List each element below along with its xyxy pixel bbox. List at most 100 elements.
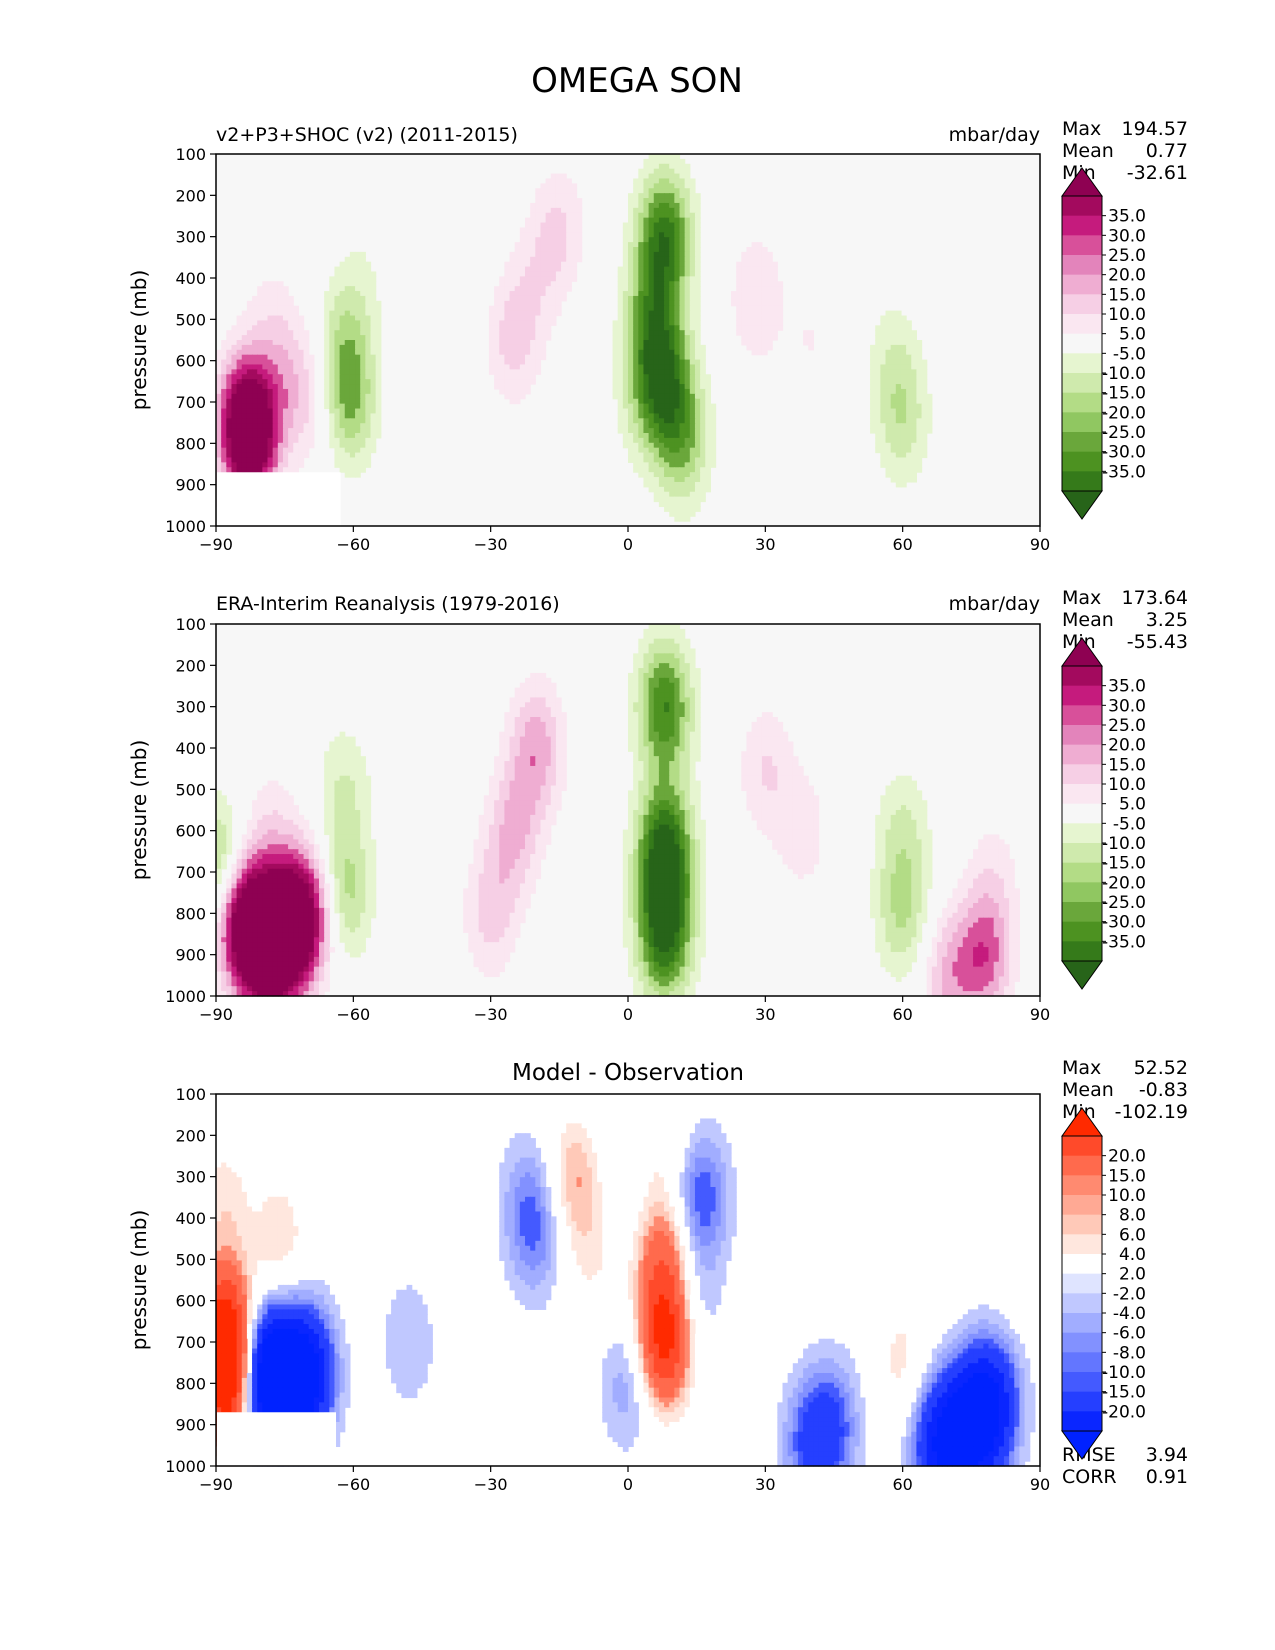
field-cell: [277, 403, 284, 410]
field-cell: [669, 222, 675, 229]
field-cell: [282, 354, 289, 361]
field-cell: [349, 384, 356, 390]
field-cell: [499, 349, 505, 356]
field-cell: [926, 398, 933, 405]
field-cell: [648, 707, 655, 713]
field-cell: [906, 452, 912, 459]
field-cell: [648, 276, 655, 282]
field-cell: [689, 398, 696, 405]
field-cell: [566, 256, 572, 263]
field-cell: [550, 780, 557, 787]
field-cell: [664, 305, 670, 312]
plot-area: −90 −60 −30 0 30 60 90100200300400500600700800…: [127, 145, 1050, 554]
field-cell: [252, 423, 258, 429]
field-cell: [746, 775, 753, 782]
field-cell: [643, 736, 650, 743]
field-cell: [643, 183, 650, 189]
field-cell: [710, 447, 717, 454]
field-cell: [550, 320, 557, 326]
field-cell: [545, 212, 552, 219]
field-cell: [669, 291, 675, 297]
field-cell: [679, 320, 686, 326]
field-cell: [916, 340, 923, 346]
field-cell: [499, 295, 505, 302]
field-cell: [700, 491, 706, 498]
field-cell: [756, 819, 763, 826]
field-cell: [664, 697, 670, 703]
field-cell: [638, 712, 645, 718]
field-cell: [550, 697, 557, 703]
field-cell: [684, 295, 691, 302]
field-cell: [617, 271, 624, 277]
field-cell: [895, 374, 902, 380]
field-cell: [638, 805, 645, 811]
field-cell: [550, 785, 557, 792]
field-cell: [658, 785, 665, 792]
field-cell: [674, 291, 681, 297]
field-cell: [509, 785, 516, 792]
field-cell: [679, 163, 686, 170]
field-cell: [674, 697, 681, 703]
field-cell: [900, 442, 907, 449]
field-cell: [349, 814, 356, 821]
field-cell: [684, 291, 691, 297]
field-cell: [241, 403, 248, 410]
field-cell: [329, 741, 336, 747]
field-cell: [550, 212, 557, 219]
field-cell: [689, 413, 696, 419]
field-cell: [267, 369, 274, 375]
field-cell: [267, 790, 274, 796]
field-cell: [226, 433, 233, 439]
field-cell: [514, 291, 521, 297]
field-cell: [550, 217, 557, 224]
field-cell: [571, 202, 578, 209]
field-cell: [355, 780, 361, 787]
colorbar-swatch: [1062, 471, 1102, 492]
y-tick-label: 700: [175, 393, 206, 412]
field-cell: [272, 295, 279, 302]
field-cell: [308, 829, 315, 836]
field-cell: [669, 741, 675, 747]
field-cell: [643, 795, 650, 801]
field-cell: [525, 751, 531, 757]
field-cell: [885, 364, 892, 370]
field-cell: [514, 790, 521, 796]
field-cell: [555, 712, 562, 718]
field-cell: [679, 633, 686, 640]
field-cell: [355, 785, 361, 792]
field-cell: [530, 202, 536, 209]
field-cell: [664, 643, 670, 650]
field-cell: [684, 330, 691, 336]
field-cell: [509, 379, 516, 385]
field-cell: [555, 790, 562, 796]
field-cell: [277, 819, 284, 826]
field-cell: [638, 717, 645, 723]
field-cell: [339, 761, 346, 767]
field-cell: [689, 746, 696, 752]
field-cell: [236, 340, 243, 346]
field-cell: [664, 423, 670, 429]
field-cell: [658, 648, 665, 654]
field-cell: [365, 814, 372, 821]
field-cell: [339, 765, 346, 772]
field-cell: [679, 687, 686, 694]
field-cell: [257, 340, 263, 346]
field-cell: [653, 173, 660, 180]
field-cell: [648, 388, 655, 395]
field-cell: [231, 457, 238, 463]
field-cell: [499, 281, 505, 287]
field-cell: [303, 349, 310, 356]
field-cell: [895, 379, 902, 385]
field-cell: [494, 814, 500, 821]
field-cell: [252, 320, 258, 326]
field-cell: [648, 437, 655, 444]
field-cell: [664, 462, 670, 468]
field-cell: [216, 824, 222, 831]
field-cell: [628, 227, 634, 233]
field-cell: [689, 349, 696, 356]
field-cell: [643, 173, 650, 180]
field-cell: [911, 344, 917, 351]
field-cell: [643, 682, 650, 689]
field-cell: [761, 330, 768, 336]
field-cell: [746, 751, 753, 757]
